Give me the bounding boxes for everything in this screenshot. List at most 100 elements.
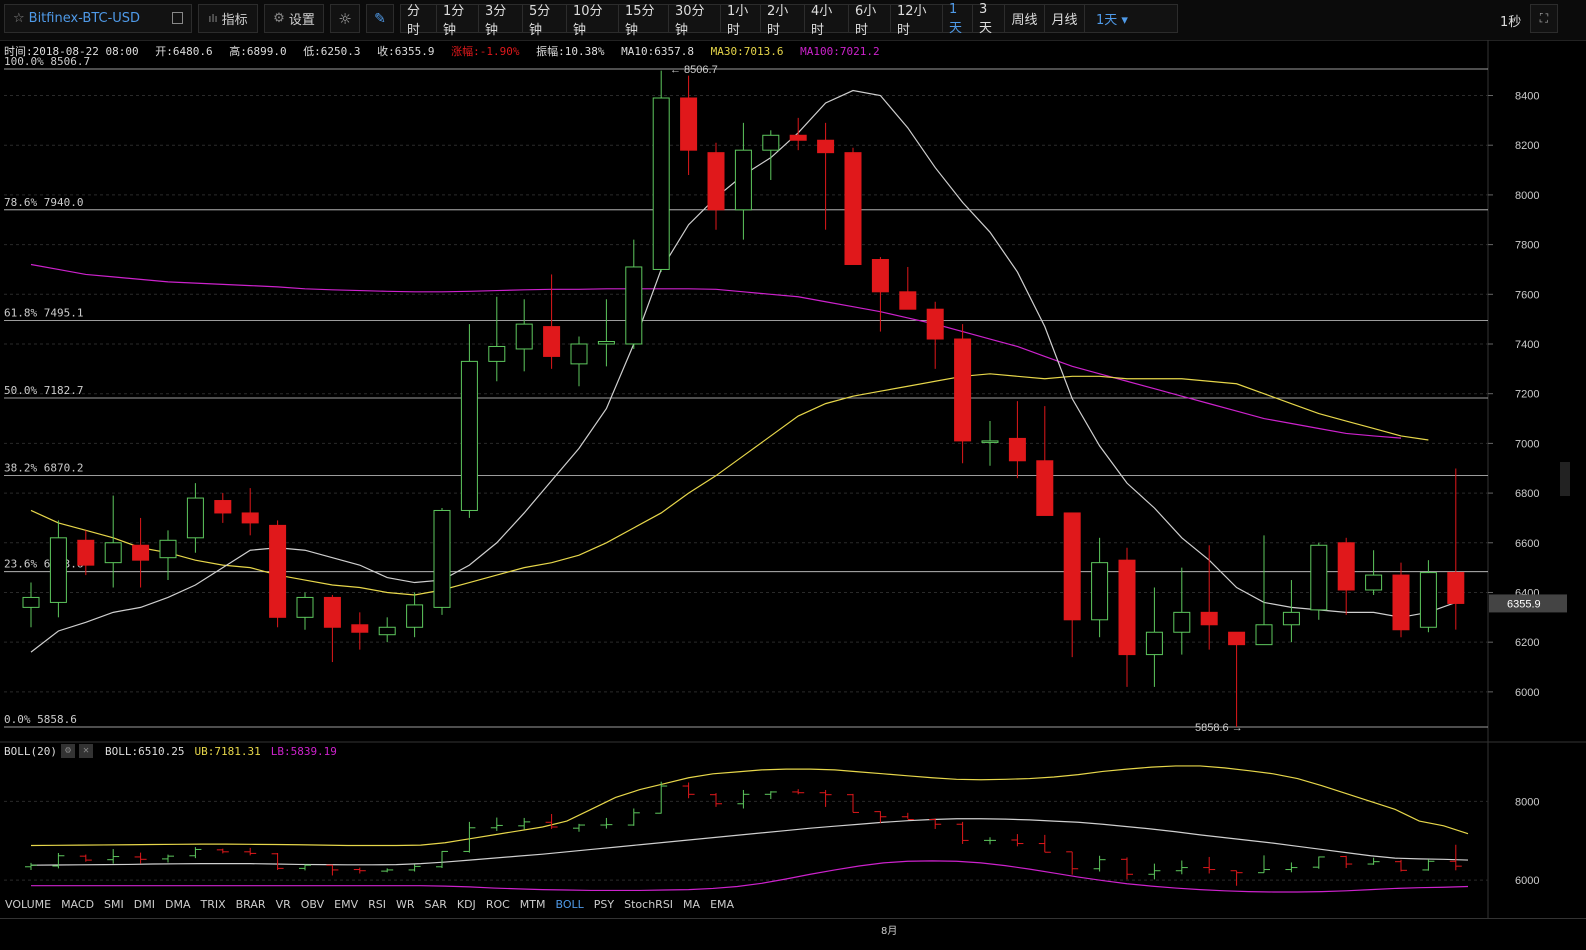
indicator-tab-kdj[interactable]: KDJ (456, 898, 476, 911)
candle-body (1282, 611, 1300, 626)
period-6[interactable]: 30分钟 (669, 4, 721, 38)
indicator-tab-vr[interactable]: VR (275, 898, 291, 911)
candle-body (1200, 611, 1218, 626)
period-12[interactable]: 1天 (943, 2, 973, 36)
indicator-tab-ema[interactable]: EMA (710, 898, 735, 911)
fib-label: 50.0% 7182.7 (4, 384, 83, 397)
period-5[interactable]: 15分钟 (619, 4, 669, 38)
theme-button[interactable]: ☼ (330, 4, 360, 33)
period-11[interactable]: 12小时 (891, 4, 943, 38)
fullscreen-button[interactable]: ⛶ (1530, 4, 1558, 33)
indicator-tabs: VOLUME MACD SMI DMI DMA TRIX BRAR VR OBV EMV RSI WR… (0, 898, 739, 916)
period-4[interactable]: 10分钟 (567, 4, 619, 38)
info-time: 时间:2018-08-22 08:00 (4, 45, 139, 58)
gear-icon: ⚙ (273, 11, 285, 26)
y-tick-label: 6000 (1515, 687, 1539, 699)
indicator-tab-volume[interactable]: VOLUME (5, 898, 52, 911)
candle-body (899, 291, 917, 310)
gear-icon[interactable]: ⚙ (60, 744, 75, 758)
indicator-tab-brar[interactable]: BRAR (235, 898, 266, 911)
period-2[interactable]: 3分钟 (479, 4, 523, 38)
indicator-tab-rsi[interactable]: RSI (368, 898, 386, 911)
indicator-tab-smi[interactable]: SMI (104, 898, 124, 911)
period-dropdown[interactable]: 1天 ▾ (1096, 13, 1128, 28)
star-icon[interactable]: ☆ (13, 11, 25, 26)
period-8[interactable]: 2小时 (761, 4, 805, 38)
indicator-tab-psy[interactable]: PSY (593, 898, 615, 911)
indicator-tab-mtm[interactable]: MTM (519, 898, 546, 911)
candle-body (1118, 559, 1136, 656)
period-13[interactable]: 3天 (973, 2, 1005, 36)
high-marker: ← 8506.7 (670, 64, 718, 76)
candle-body (1008, 437, 1026, 462)
indicator-tab-ma[interactable]: MA (683, 898, 701, 911)
chart-area[interactable]: 6000 6200 6400 6600 6800 7000 7200 7400 7600 7800… (0, 40, 1586, 949)
candle-body (323, 596, 341, 628)
fib-label: 78.6% 7940.0 (4, 196, 83, 209)
candle-body (433, 509, 451, 608)
period-14[interactable]: 周线 (1005, 5, 1045, 32)
indicator-tab-macd[interactable]: MACD (61, 898, 95, 911)
indicator-button[interactable]: ılı 指标 (198, 4, 258, 33)
candle-body (1392, 574, 1410, 631)
indicator-tab-stochrsi[interactable]: StochRSI (624, 898, 674, 911)
candle-body (570, 343, 588, 365)
candle-body (296, 596, 314, 618)
indicator-tab-sar[interactable]: SAR (424, 898, 447, 911)
indicator-tab-dma[interactable]: DMA (164, 898, 191, 911)
period-15[interactable]: 月线 (1045, 5, 1085, 32)
kline-chart[interactable]: 6000620064006600680070007200740076007800… (0, 40, 1586, 918)
boll-ub: UB:7181.31 (194, 744, 261, 758)
candle-body (597, 341, 615, 345)
period-10[interactable]: 6小时 (849, 4, 891, 38)
info-ma100: MA100:7021.2 (800, 45, 880, 58)
candle-body (817, 139, 835, 154)
refresh-interval[interactable]: 1秒 (1500, 15, 1522, 30)
y-tick-label: 7400 (1515, 339, 1539, 351)
last-price-tag (1489, 594, 1567, 613)
candle-body (762, 134, 780, 151)
draw-tool-button[interactable]: ✎ (366, 4, 394, 33)
boll-mid: BOLL:6510.25 (104, 744, 185, 758)
info-ma10: MA10:6357.8 (621, 45, 694, 58)
indicator-label: 指标 (221, 13, 248, 28)
candle-body (132, 544, 150, 561)
period-selector: 分时 1分钟 3分钟 5分钟 10分钟 15分钟 30分钟 1小时 2小时 4小时 6小时 12小时 1… (400, 2, 1178, 38)
fib-label: 0.0% 5858.6 (4, 713, 77, 726)
candle-body (1145, 631, 1163, 656)
indicator-tab-trix[interactable]: TRIX (200, 898, 226, 911)
indicator-tab-boll[interactable]: BOLL (555, 898, 584, 911)
candle-body (104, 542, 122, 564)
y-tick-label: 6800 (1515, 488, 1539, 500)
candle-body (789, 134, 807, 141)
candle-body (159, 539, 177, 559)
period-1[interactable]: 1分钟 (437, 4, 479, 38)
candle-body (625, 266, 643, 345)
candle-body (1255, 624, 1273, 646)
candle-body (680, 97, 698, 151)
candle-body (652, 97, 670, 270)
close-icon[interactable]: ✕ (78, 744, 93, 758)
indicator-tab-obv[interactable]: OBV (300, 898, 325, 911)
indicator-tab-emv[interactable]: EMV (334, 898, 359, 911)
candle-body (488, 345, 506, 362)
candle-body (1063, 512, 1081, 621)
candle-body (1337, 542, 1355, 591)
indicator-tab-wr[interactable]: WR (395, 898, 415, 911)
y-tick-label: 8400 (1515, 91, 1539, 103)
candle-body (954, 338, 972, 442)
indicator-tab-roc[interactable]: ROC (485, 898, 510, 911)
period-3[interactable]: 5分钟 (523, 4, 567, 38)
period-9[interactable]: 4小时 (805, 4, 849, 38)
candle-body (734, 149, 752, 211)
candle-body (214, 500, 232, 514)
indicator-tab-dmi[interactable]: DMI (133, 898, 155, 911)
popout-icon[interactable] (172, 12, 183, 24)
period-0[interactable]: 分时 (401, 4, 437, 38)
boll-mid-line (30, 818, 1469, 866)
candle-body (1310, 544, 1328, 611)
boll-ub-line (30, 765, 1469, 847)
settings-button[interactable]: ⚙ 设置 (264, 4, 324, 33)
symbol-selector[interactable]: ☆ Bitfinex-BTC-USD (4, 4, 192, 33)
period-7[interactable]: 1小时 (721, 4, 761, 38)
